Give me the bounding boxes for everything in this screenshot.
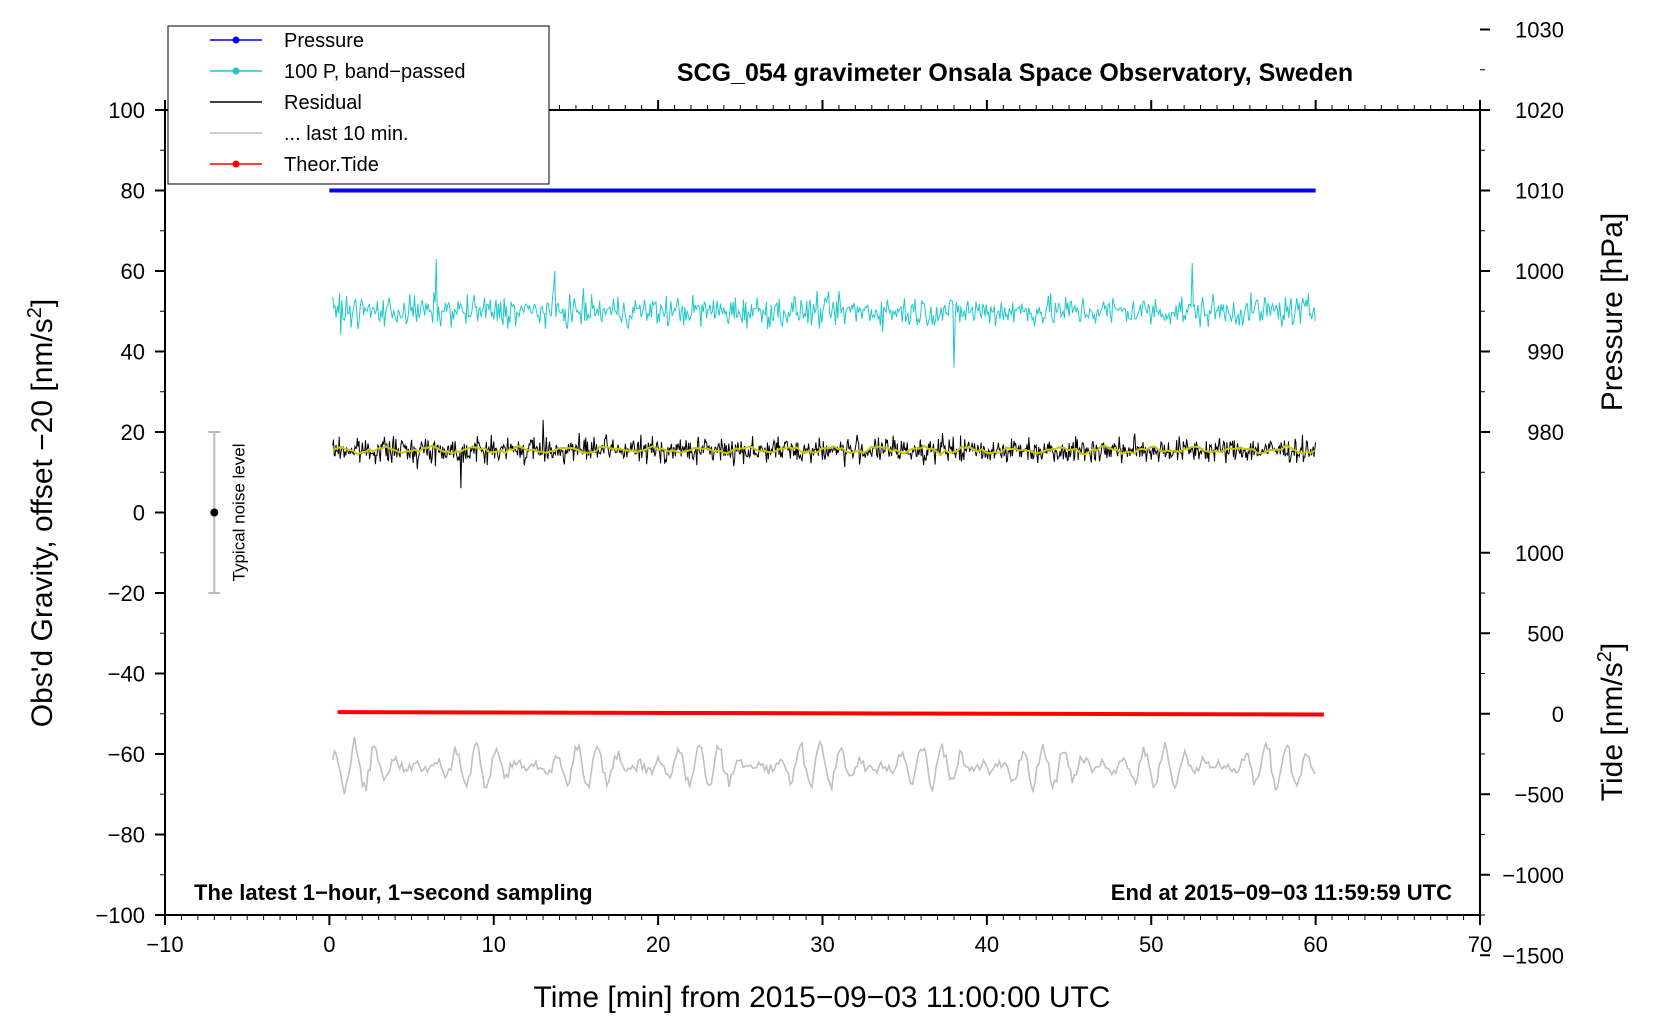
y-tick-label: 0 bbox=[133, 501, 145, 526]
y-tick-label: −100 bbox=[95, 903, 145, 928]
y-tick-label: 80 bbox=[121, 179, 145, 204]
pressure-tick-label: 1020 bbox=[1515, 98, 1564, 123]
y-tick-label: −80 bbox=[108, 823, 145, 848]
y-axis-label-main: Obs'd Gravity, offset −20 [nm/s bbox=[26, 318, 59, 727]
x-tick-label: −10 bbox=[146, 932, 183, 957]
annotation-end-time: End at 2015−09−03 11:59:59 UTC bbox=[1111, 880, 1452, 905]
last-10-min-line bbox=[331, 736, 1316, 795]
x-tick-label: 30 bbox=[810, 932, 834, 957]
legend-swatch-marker bbox=[232, 160, 240, 168]
y-tick-label: 60 bbox=[121, 259, 145, 284]
y-axis-label: Obs'd Gravity, offset −20 [nm/s2] bbox=[24, 299, 59, 727]
y-axis-label-superscript: 2 bbox=[24, 307, 46, 318]
chart-title: SCG_054 gravimeter Onsala Space Observat… bbox=[677, 59, 1353, 87]
pressure-tick-label: 1000 bbox=[1515, 259, 1564, 284]
y-tick-label: −20 bbox=[108, 581, 145, 606]
y-tick-label: 100 bbox=[108, 98, 145, 123]
x-tick-label: 40 bbox=[975, 932, 999, 957]
y-tick-label: 20 bbox=[121, 420, 145, 445]
noise-bar: Typical noise level bbox=[208, 431, 248, 594]
tide-axis-label: Tide [nm/s2] bbox=[1594, 643, 1629, 801]
x-tick-label: 70 bbox=[1468, 932, 1492, 957]
tide-tick-label: −500 bbox=[1514, 782, 1564, 807]
tide-tick-label: −1500 bbox=[1502, 943, 1564, 968]
x-tick-label: 50 bbox=[1139, 932, 1163, 957]
pressure-axis: 980 990 1000 1010 1020 1030 bbox=[1480, 18, 1564, 473]
annotation-sampling: The latest 1−hour, 1−second sampling bbox=[194, 880, 593, 905]
tide-tick-label: 0 bbox=[1552, 702, 1564, 727]
residual-line bbox=[332, 419, 1317, 489]
x-tick-label: 10 bbox=[482, 932, 506, 957]
pressure-tick-label: 1010 bbox=[1515, 179, 1564, 204]
x-tick-label: 60 bbox=[1303, 932, 1327, 957]
theoretical-tide-line bbox=[337, 710, 1324, 717]
pressure-tick-label: 990 bbox=[1527, 340, 1564, 365]
residual-smoothed-line bbox=[332, 443, 1316, 457]
pressure-tick-label: 1030 bbox=[1515, 18, 1564, 43]
x-tick-label: 0 bbox=[323, 932, 335, 957]
tide-axis-label-main: Tide [nm/s bbox=[1596, 662, 1629, 801]
pressure-axis-label: Pressure [hPa] bbox=[1596, 213, 1629, 411]
legend-label: 100 P, band−passed bbox=[284, 61, 465, 83]
y-tick-label: 40 bbox=[121, 340, 145, 365]
tide-tick-label: 500 bbox=[1527, 621, 1564, 646]
tide-axis-label-superscript: 2 bbox=[1594, 651, 1616, 662]
y-tick-label: −60 bbox=[108, 742, 145, 767]
y-tick-label: −40 bbox=[108, 662, 145, 687]
noise-bar-center-dot bbox=[210, 508, 219, 517]
legend-label: ... last 10 min. bbox=[284, 123, 409, 145]
tide-tick-label: 1000 bbox=[1515, 541, 1564, 566]
pressure-tick-label: 980 bbox=[1527, 420, 1564, 445]
tide-axis: −1500 −1000 −500 0 500 1000 bbox=[1480, 541, 1564, 968]
legend-label: Residual bbox=[284, 92, 362, 114]
x-axis-label: Time [min] from 2015−09−03 11:00:00 UTC bbox=[534, 981, 1111, 1014]
legend-swatch-marker bbox=[232, 67, 240, 75]
y-axis-label-end: ] bbox=[26, 299, 59, 307]
series-layer bbox=[329, 188, 1324, 795]
legend-swatch-marker bbox=[232, 36, 240, 44]
noise-bar-label: Typical noise level bbox=[229, 444, 248, 582]
legend-box bbox=[167, 25, 550, 185]
x-tick-label: 20 bbox=[646, 932, 670, 957]
bandpassed-pressure-line bbox=[332, 258, 1316, 368]
legend-label: Theor.Tide bbox=[284, 154, 379, 176]
legend-label: Pressure bbox=[284, 30, 364, 52]
y-axis: −100 −80 −60 −40 −20 0 20 40 60 80 100 bbox=[95, 98, 165, 928]
tide-axis-label-end: ] bbox=[1596, 643, 1629, 651]
tide-tick-label: −1000 bbox=[1502, 863, 1564, 888]
x-axis: −10 0 10 20 30 40 50 60 70 bbox=[146, 100, 1492, 957]
legend: Pressure 100 P, band−passed Residual ... la… bbox=[167, 25, 550, 185]
